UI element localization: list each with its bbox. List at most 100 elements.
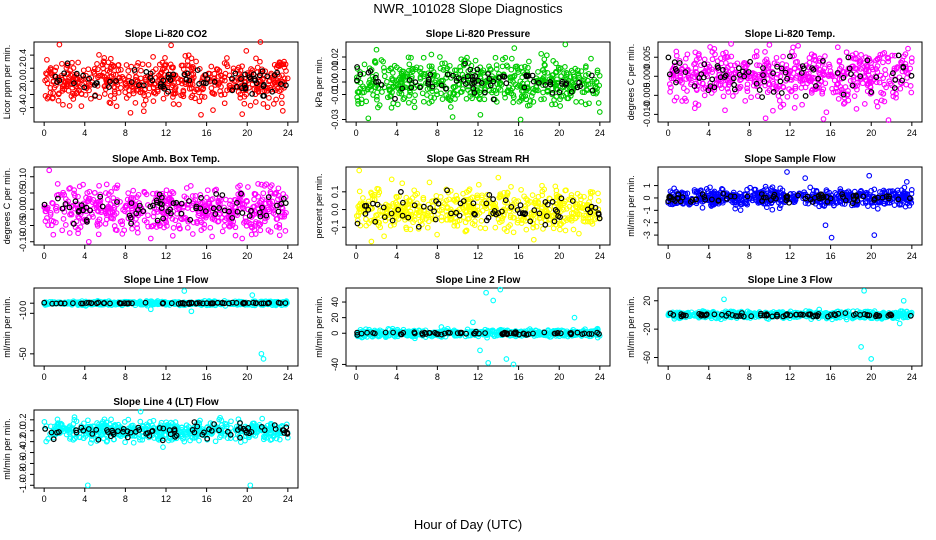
data-point (198, 93, 205, 100)
x-tick-label: 8 (123, 128, 128, 138)
overlay-point (354, 77, 360, 84)
overlay-point (756, 87, 763, 93)
overlay-point (427, 71, 434, 78)
data-point (224, 55, 230, 61)
data-point (446, 62, 453, 69)
data-point (457, 67, 464, 74)
outlier-point (802, 175, 809, 181)
data-point (269, 80, 276, 87)
panel-title: Slope Li-820 CO2 (125, 29, 208, 40)
data-point (905, 45, 911, 52)
outlier-point (449, 114, 456, 120)
data-point (196, 98, 203, 105)
data-point (724, 85, 731, 92)
overlay-point (760, 65, 766, 71)
data-point (502, 94, 508, 101)
overlay-point (529, 72, 536, 79)
data-point (720, 93, 727, 100)
overlay-point (70, 80, 77, 87)
data-point (74, 85, 80, 92)
data-point (737, 207, 744, 213)
data-point (358, 100, 365, 107)
y-tick-label: 0.000 (642, 65, 652, 88)
data-point (880, 59, 886, 66)
panel-title: Slope Li-820 Temp. (745, 29, 836, 40)
x-tick-label: 16 (202, 128, 212, 138)
data-point (53, 64, 60, 71)
overlay-point (52, 73, 59, 80)
data-point (50, 231, 57, 238)
outlier-point (596, 109, 603, 115)
data-point (539, 75, 546, 82)
data-point (583, 72, 589, 79)
data-point (541, 96, 547, 102)
panel-title: Slope Gas Stream RH (427, 154, 530, 165)
data-point (398, 90, 405, 97)
outlier-point (530, 236, 537, 243)
overlay-point (467, 66, 474, 73)
data-point (188, 55, 195, 62)
data-point (170, 225, 177, 231)
data-point (826, 61, 832, 68)
data-point (732, 69, 738, 76)
data-point (551, 97, 557, 103)
x-tick-label: 0 (666, 128, 671, 138)
data-point (578, 68, 585, 74)
data-point (908, 59, 915, 65)
data-point (863, 68, 869, 74)
overlay-point (444, 71, 451, 78)
data-point (44, 71, 50, 78)
data-point (717, 55, 724, 62)
data-point (563, 73, 570, 80)
data-point (811, 65, 818, 72)
data-point (405, 54, 412, 61)
data-point (876, 54, 883, 61)
overlay-point (530, 78, 537, 85)
overlay-point (895, 52, 902, 59)
data-point (890, 93, 897, 100)
data-point (843, 49, 850, 56)
data-point (584, 87, 590, 94)
data-point (507, 75, 514, 81)
data-point (204, 187, 211, 194)
overlay-point (417, 84, 423, 91)
y-tick-label: 0.4 (18, 49, 28, 62)
data-point (139, 61, 146, 68)
data-point (168, 84, 175, 91)
x-tick-label: 24 (595, 372, 605, 382)
data-point (744, 81, 751, 88)
data-point (145, 212, 151, 219)
data-point (88, 95, 94, 102)
data-point (784, 93, 791, 100)
overlay-point (714, 63, 721, 69)
outlier-point (279, 108, 286, 114)
x-tick-label: 16 (514, 128, 524, 138)
data-point (892, 52, 898, 59)
data-point (138, 67, 144, 74)
data-point (492, 87, 499, 94)
x-tick-label: 0 (354, 372, 359, 382)
x-tick-label: 20 (554, 251, 564, 261)
data-point (399, 180, 406, 187)
data-point (356, 188, 363, 195)
x-tick-label: 8 (435, 128, 440, 138)
data-point (50, 79, 57, 85)
series-points (41, 288, 290, 362)
data-point (381, 233, 387, 240)
data-point (418, 70, 424, 77)
data-point (592, 83, 599, 90)
overlay-point (143, 68, 150, 75)
data-point (437, 65, 444, 72)
data-point (129, 225, 135, 232)
data-point (588, 55, 594, 62)
overlay-point (238, 75, 244, 82)
data-point (182, 53, 189, 59)
data-point (260, 190, 267, 197)
data-point (96, 52, 102, 58)
overlay-point (563, 80, 570, 87)
x-tick-label: 16 (202, 251, 212, 261)
outlier-point (866, 172, 873, 179)
data-point (684, 88, 690, 94)
data-point (447, 90, 454, 96)
data-point (499, 63, 506, 70)
